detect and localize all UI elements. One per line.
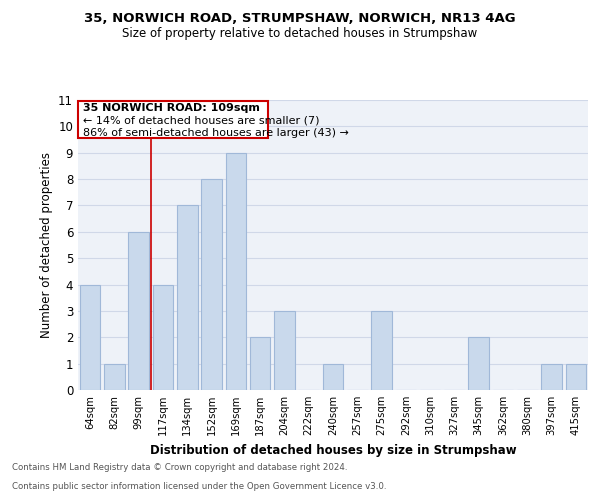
Text: 35 NORWICH ROAD: 109sqm: 35 NORWICH ROAD: 109sqm	[83, 104, 260, 114]
Bar	[226, 152, 246, 390]
Text: 86% of semi-detached houses are larger (43) →: 86% of semi-detached houses are larger (…	[83, 128, 349, 138]
Bar	[201, 179, 222, 390]
Bar	[152, 284, 173, 390]
FancyBboxPatch shape	[79, 102, 268, 138]
Text: Size of property relative to detached houses in Strumpshaw: Size of property relative to detached ho…	[122, 28, 478, 40]
Text: Contains HM Land Registry data © Crown copyright and database right 2024.: Contains HM Land Registry data © Crown c…	[12, 464, 347, 472]
Bar	[469, 338, 489, 390]
X-axis label: Distribution of detached houses by size in Strumpshaw: Distribution of detached houses by size …	[149, 444, 517, 456]
Bar	[80, 284, 100, 390]
Text: Contains public sector information licensed under the Open Government Licence v3: Contains public sector information licen…	[12, 482, 386, 491]
Bar	[566, 364, 586, 390]
Bar	[274, 311, 295, 390]
Bar	[250, 338, 271, 390]
Y-axis label: Number of detached properties: Number of detached properties	[40, 152, 53, 338]
Bar	[128, 232, 149, 390]
Text: 35, NORWICH ROAD, STRUMPSHAW, NORWICH, NR13 4AG: 35, NORWICH ROAD, STRUMPSHAW, NORWICH, N…	[84, 12, 516, 26]
Bar	[371, 311, 392, 390]
Bar	[104, 364, 125, 390]
Bar	[541, 364, 562, 390]
Bar	[177, 206, 197, 390]
Bar	[323, 364, 343, 390]
Text: ← 14% of detached houses are smaller (7): ← 14% of detached houses are smaller (7)	[83, 116, 320, 126]
